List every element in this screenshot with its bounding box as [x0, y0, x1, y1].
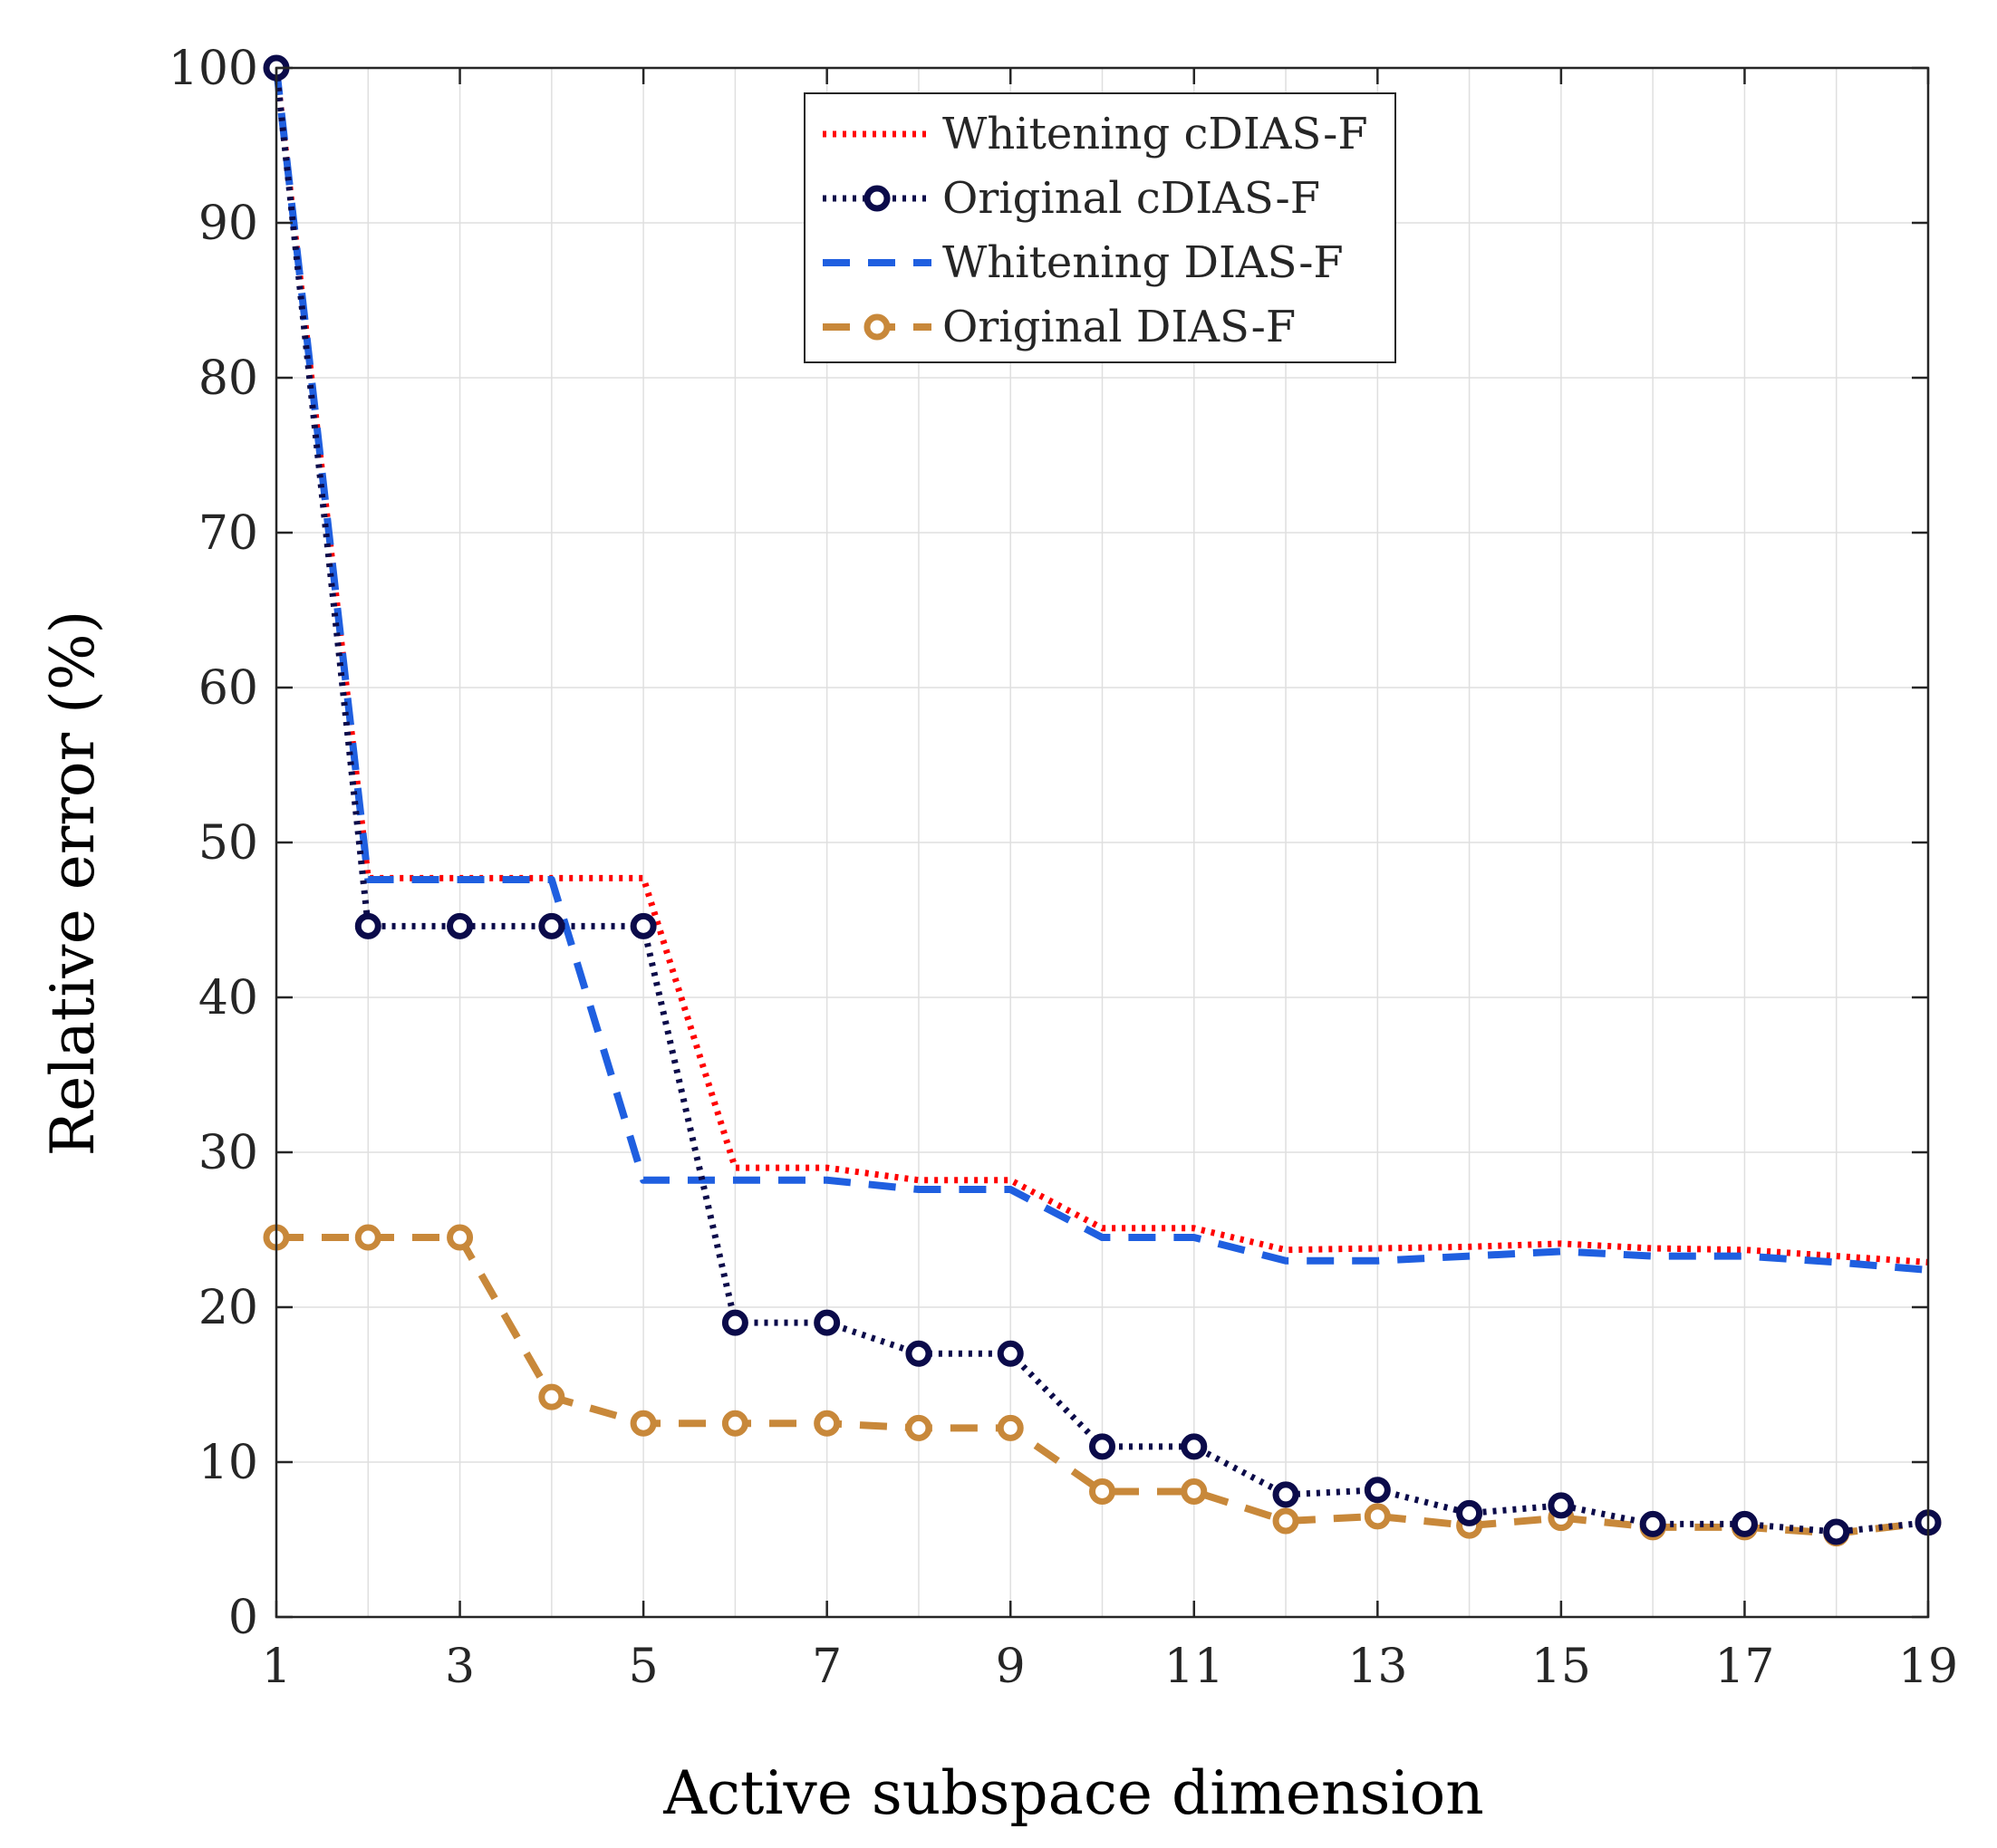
data-point	[1364, 1503, 1391, 1530]
legend-label: Whitening cDIAS-F	[942, 109, 1368, 159]
data-point	[997, 1414, 1024, 1441]
data-point	[630, 1410, 657, 1437]
data-point	[1272, 1481, 1299, 1508]
x-tick-label: 17	[1714, 1640, 1774, 1694]
data-point	[1731, 1510, 1758, 1537]
x-tick-label: 15	[1531, 1640, 1591, 1694]
x-tick-label: 11	[1164, 1640, 1224, 1694]
data-point	[354, 912, 381, 939]
legend-item: Whitening DIAS-F	[823, 237, 1344, 288]
y-tick-label: 40	[198, 971, 258, 1025]
data-point	[1089, 1477, 1115, 1505]
data-point	[721, 1309, 748, 1336]
x-axis-label: Active subspace dimension	[662, 1758, 1483, 1828]
legend-label: Whitening DIAS-F	[942, 237, 1344, 288]
data-point	[447, 1224, 474, 1251]
legend-marker	[863, 313, 891, 341]
data-point	[905, 1414, 932, 1441]
legend-label: Original DIAS-F	[942, 302, 1296, 352]
y-tick-label: 50	[198, 816, 258, 871]
y-tick-label: 90	[198, 197, 258, 251]
data-point	[1639, 1510, 1666, 1537]
data-point	[447, 912, 474, 939]
series-line	[273, 67, 1929, 1274]
data-point	[1548, 1492, 1575, 1519]
y-tick-label: 80	[198, 351, 258, 406]
data-point	[814, 1410, 841, 1437]
data-point	[1181, 1477, 1208, 1505]
legend: Whitening cDIAS-F Original cDIAS-F Whiteni…	[804, 92, 1396, 363]
y-tick-label: 10	[198, 1436, 258, 1490]
data-point	[538, 912, 565, 939]
data-point	[905, 1340, 932, 1367]
series-whitening-dias-f	[273, 67, 1929, 1274]
x-tick-label: 13	[1347, 1640, 1407, 1694]
y-tick-label: 70	[198, 506, 258, 561]
data-point	[1272, 1507, 1299, 1535]
data-point	[1089, 1433, 1115, 1460]
data-point	[538, 1383, 565, 1410]
legend-item: Original DIAS-F	[823, 302, 1296, 352]
ticks	[275, 66, 1930, 1619]
data-point	[1181, 1433, 1208, 1460]
plot-lines	[263, 54, 1942, 1547]
x-tick-label: 7	[812, 1640, 842, 1694]
x-tick-label: 3	[445, 1640, 475, 1694]
y-tick-label: 20	[198, 1281, 258, 1335]
y-tick-label: 100	[169, 42, 258, 96]
legend-item: Whitening cDIAS-F	[823, 109, 1368, 159]
data-point	[630, 912, 657, 939]
x-tick-label: 19	[1898, 1640, 1958, 1694]
x-tick-label: 5	[629, 1640, 659, 1694]
legend-box	[804, 92, 1396, 363]
data-point	[1456, 1499, 1483, 1526]
data-point	[1364, 1477, 1391, 1504]
data-point	[721, 1410, 748, 1437]
data-point	[997, 1340, 1024, 1367]
data-point	[814, 1309, 841, 1336]
legend-label: Original cDIAS-F	[942, 173, 1320, 224]
legend-marker	[863, 185, 891, 212]
x-tick-label: 1	[261, 1640, 291, 1694]
y-tick-label: 0	[228, 1591, 258, 1645]
data-point	[354, 1224, 381, 1251]
x-tick-label: 9	[996, 1640, 1026, 1694]
y-tick-label: 60	[198, 661, 258, 716]
y-tick-label: 30	[198, 1126, 258, 1180]
data-point	[1823, 1518, 1850, 1545]
series-original-cdias-f	[263, 54, 1942, 1545]
y-axis-label: Relative error (%)	[38, 611, 108, 1157]
legend-item: Original cDIAS-F	[823, 173, 1320, 224]
